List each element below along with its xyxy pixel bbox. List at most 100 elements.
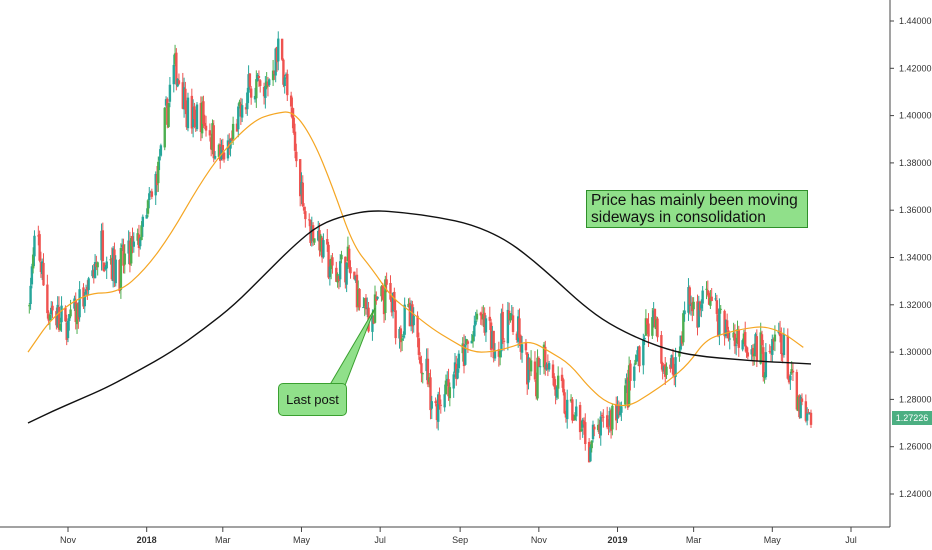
candle: [248, 72, 252, 90]
candle: [159, 143, 163, 158]
candle-body: [644, 318, 648, 336]
candle-body: [535, 379, 538, 397]
candle-body: [706, 290, 710, 296]
candle-body: [100, 230, 103, 261]
candle-body: [167, 103, 170, 127]
candle-body: [791, 370, 795, 373]
moving-averages-layer: [27, 111, 812, 424]
candle: [772, 337, 775, 351]
candle: [146, 198, 150, 218]
candle-body: [497, 349, 501, 357]
candle: [444, 374, 448, 395]
candle: [51, 301, 54, 318]
candle: [265, 72, 268, 90]
candle-body: [502, 340, 506, 342]
candle: [186, 92, 190, 132]
candle-body: [524, 342, 528, 351]
candle: [240, 98, 244, 123]
candle: [257, 70, 261, 87]
candle: [787, 374, 791, 385]
candle-body: [264, 85, 267, 98]
candle: [122, 238, 125, 274]
candle-body: [633, 366, 636, 381]
candle: [176, 78, 179, 88]
candle: [434, 397, 437, 407]
candle: [526, 352, 529, 395]
candle: [311, 222, 315, 246]
candle-body: [461, 343, 464, 354]
candle-body: [714, 298, 717, 300]
candle: [277, 31, 280, 71]
candle-body: [772, 339, 775, 342]
candle-body: [381, 285, 384, 300]
candle-body: [553, 376, 556, 387]
candle-body: [596, 424, 600, 431]
candle: [492, 330, 495, 363]
candle-body: [753, 353, 756, 356]
candle-body: [429, 377, 432, 411]
candle: [83, 291, 86, 313]
candle: [185, 100, 188, 130]
candle-body: [104, 267, 107, 270]
candle-body: [652, 310, 655, 320]
candle: [435, 399, 439, 429]
candle: [466, 339, 470, 354]
candle: [455, 355, 458, 386]
candle-body: [520, 344, 524, 353]
candle-body: [402, 335, 405, 337]
candle: [535, 372, 538, 400]
candle: [688, 285, 691, 315]
candle-body: [219, 144, 222, 161]
candle: [716, 309, 720, 338]
candle: [437, 391, 440, 431]
candle: [338, 254, 342, 288]
x-tick-label: Nov: [60, 535, 77, 545]
candle: [564, 410, 568, 423]
candle-body: [128, 241, 132, 265]
candle: [328, 259, 332, 286]
candle-body: [182, 87, 186, 110]
candle: [301, 175, 304, 208]
candle: [313, 238, 316, 245]
candle-body: [727, 330, 730, 339]
candle-body: [466, 341, 470, 344]
candle-body: [283, 77, 286, 86]
candle-body: [710, 296, 713, 302]
candle-body: [715, 300, 719, 314]
candle: [33, 230, 36, 267]
candle: [199, 96, 203, 142]
candle: [246, 87, 249, 116]
candle-body: [750, 349, 753, 355]
candle-body: [380, 286, 383, 297]
candle: [118, 259, 121, 294]
candle-body: [318, 230, 321, 251]
candle: [627, 356, 631, 408]
candle: [286, 69, 289, 102]
candle: [670, 354, 673, 369]
candle-body: [664, 364, 667, 377]
candle-body: [709, 297, 712, 306]
candle-body: [226, 140, 230, 159]
candle: [791, 363, 795, 381]
candle: [177, 73, 181, 86]
candle: [520, 336, 524, 363]
candle-body: [118, 259, 121, 292]
candle-body: [304, 211, 307, 220]
candle: [571, 397, 574, 424]
candle-body: [326, 239, 329, 245]
candle: [479, 311, 482, 325]
candle-body: [74, 300, 77, 322]
candle: [219, 138, 222, 169]
candle-body: [526, 352, 529, 385]
candle: [211, 119, 214, 155]
candle-body: [295, 151, 298, 162]
candle-body: [489, 322, 493, 350]
candle-body: [120, 244, 124, 248]
candle-body: [464, 344, 467, 365]
candle-body: [627, 365, 631, 406]
candle-body: [456, 368, 459, 379]
candle: [237, 103, 240, 138]
candle: [191, 99, 195, 138]
candle-body: [759, 332, 762, 364]
candle: [327, 241, 330, 280]
